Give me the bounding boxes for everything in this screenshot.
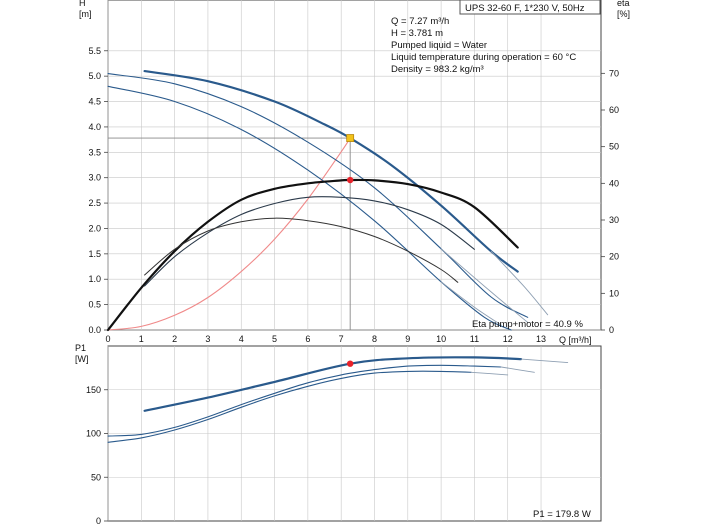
power-chart-curves	[107, 356, 569, 443]
eta-tick-label: 50	[609, 142, 619, 152]
eta-annotation: Eta pump+motor = 40.9 %	[472, 319, 583, 330]
eta-tick-label: 0	[609, 325, 614, 335]
h-tick-label: 1.5	[88, 249, 101, 259]
h-tick-label: 2.0	[88, 223, 101, 233]
h-tick-label: 5.5	[88, 46, 101, 56]
head-chart-grid: 0 1 2 3 4 5 6 7 8 9 10 11 12 130.00.51.01.52.02.53.03…	[88, 0, 619, 344]
q-tick-label: 1	[139, 334, 144, 344]
info-line-temperature: Liquid temperature during operation = 60…	[391, 52, 576, 63]
p1-axis-unit: [W]	[75, 354, 89, 364]
title-box-text: UPS 32-60 F, 1*230 V, 50Hz	[465, 3, 585, 14]
head-curve-bold	[143, 70, 519, 273]
eta-tick-label: 20	[609, 252, 619, 262]
eta-axis-label: eta	[617, 0, 630, 8]
q-tick-label: 12	[503, 334, 513, 344]
q-tick-label: 10	[436, 334, 446, 344]
info-line-density: Density = 983.2 kg/m³	[391, 64, 484, 75]
p1-tick-label: 50	[91, 472, 101, 482]
power-curve-thin	[107, 370, 472, 443]
eta-tick-label: 40	[609, 178, 619, 188]
h-tick-label: 4.5	[88, 97, 101, 107]
h-tick-label: 0.5	[88, 300, 101, 310]
h-axis-unit: [m]	[79, 9, 92, 19]
q-tick-label: 7	[339, 334, 344, 344]
eta-point-marker	[346, 176, 354, 184]
power-chart-grid: 0 50 100 150	[86, 345, 602, 526]
h-tick-label: 5.0	[88, 71, 101, 81]
info-line-flow: Q = 7.27 m³/h	[391, 16, 449, 27]
p1-axis-label: P1	[75, 343, 86, 353]
q-axis-label: Q [m³/h]	[559, 335, 592, 345]
q-tick-label: 11	[470, 334, 479, 344]
power-curve-fade	[500, 366, 535, 373]
q-tick-label: 5	[272, 334, 277, 344]
p1-tick-label: 100	[86, 429, 101, 439]
q-tick-label: 13	[536, 334, 546, 344]
eta-curve-bold-black	[106, 178, 519, 332]
power-curve-fade	[520, 358, 569, 364]
p1-annotation: P1 = 179.8 W	[533, 509, 591, 520]
eta-curve-dark-blue	[144, 196, 475, 287]
eta-tick-label: 10	[609, 288, 619, 298]
head-plot-frame	[107, 0, 602, 331]
system-curve	[107, 137, 351, 331]
power-point-marker	[346, 360, 354, 367]
duty-point-marker	[346, 134, 355, 142]
q-tick-label: 6	[305, 334, 310, 344]
head-curve-fade	[440, 281, 502, 326]
eta-tick-label: 30	[609, 215, 619, 225]
eta-tick-label: 70	[609, 68, 619, 78]
q-tick-label: 9	[405, 334, 410, 344]
head-curve-fade	[440, 248, 529, 323]
power-curve-fade	[470, 371, 509, 376]
q-tick-label: 2	[172, 334, 177, 344]
info-line-head: H = 3.781 m	[391, 28, 443, 39]
head-chart-curves	[106, 70, 549, 332]
q-tick-label: 8	[372, 334, 377, 344]
title-box: UPS 32-60 F, 1*230 V, 50Hz	[459, 0, 601, 15]
info-line-liquid: Pumped liquid = Water	[391, 40, 487, 51]
h-tick-label: 3.5	[88, 147, 101, 157]
eta-curve-dark	[144, 217, 459, 283]
head-curve-thin	[107, 85, 512, 331]
h-tick-label: 3.0	[88, 173, 101, 183]
power-curve-thin	[107, 364, 502, 437]
h-tick-label: 4.0	[88, 122, 101, 132]
q-tick-label: 4	[239, 334, 244, 344]
h-tick-label: 1.0	[88, 274, 101, 284]
eta-tick-label: 60	[609, 105, 619, 115]
q-tick-label: 0	[105, 334, 110, 344]
eta-axis-unit: [%]	[617, 9, 630, 19]
info-text: Q = 7.27 m³/h H = 3.781 m Pumped liquid …	[391, 16, 576, 75]
p1-tick-label: 0	[96, 516, 101, 526]
head-curve-fade	[490, 250, 549, 316]
h-axis-label: H	[79, 0, 86, 8]
h-tick-label: 0.0	[88, 325, 101, 335]
p1-tick-label: 150	[86, 385, 101, 395]
q-tick-label: 3	[205, 334, 210, 344]
head-curve-thin	[107, 73, 529, 318]
h-tick-label: 2.5	[88, 198, 101, 208]
